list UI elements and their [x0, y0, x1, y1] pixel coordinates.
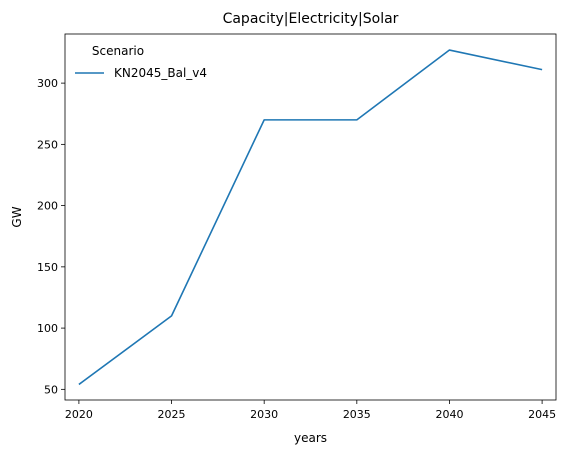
x-axis-label: years [294, 431, 327, 445]
y-tick-label: 50 [44, 383, 58, 396]
plot-area [64, 33, 557, 401]
x-tick-label: 2040 [435, 408, 463, 421]
x-tick-label: 2035 [343, 408, 371, 421]
x-axis: 2020 2025 2030 2035 2040 2045 [65, 400, 556, 421]
x-tick-label: 2030 [250, 408, 278, 421]
series-line-1 [78, 49, 543, 386]
plot-frame [64, 33, 557, 401]
y-tick-label: 100 [37, 322, 58, 335]
x-tick-label: 2020 [65, 408, 93, 421]
x-tick-label: 2045 [528, 408, 556, 421]
y-tick-label: 300 [37, 77, 58, 90]
y-axis-label: GW [10, 206, 24, 227]
legend-title: Scenario [92, 44, 144, 58]
y-tick-label: 200 [37, 200, 58, 213]
legend: Scenario KN2045_Bal_v4 [75, 44, 207, 80]
series-layer [78, 49, 543, 386]
y-tick-label: 150 [37, 261, 58, 274]
y-tick-label: 250 [37, 138, 58, 151]
chart-title: Capacity|Electricity|Solar [223, 11, 399, 27]
y-axis: 50 100 150 200 250 300 [37, 77, 65, 396]
legend-label: KN2045_Bal_v4 [114, 66, 207, 80]
x-tick-label: 2025 [158, 408, 186, 421]
